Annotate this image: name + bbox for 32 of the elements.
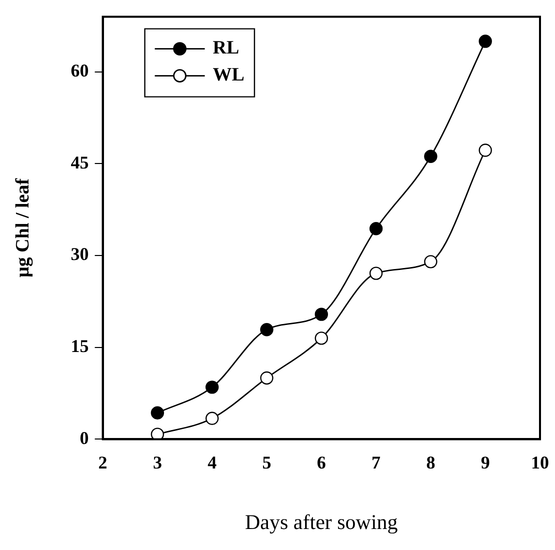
point xyxy=(424,255,438,268)
point xyxy=(206,412,219,425)
legend-label: WL xyxy=(212,64,244,86)
point xyxy=(424,150,438,163)
y-tick-label: 0 xyxy=(80,428,89,448)
x-tick-label: 2 xyxy=(98,452,108,473)
point xyxy=(478,34,492,48)
x-tick-label: 10 xyxy=(531,452,549,473)
y-tick-label: 30 xyxy=(70,244,89,264)
point xyxy=(369,222,383,236)
y-tick-label: 15 xyxy=(70,336,89,356)
point xyxy=(314,308,328,321)
x-tick-label: 9 xyxy=(480,452,490,473)
x-tick-label: 5 xyxy=(262,452,272,473)
point xyxy=(314,332,328,345)
y-tick-label: 60 xyxy=(70,60,89,81)
y-axis-title: µg Chl / leaf xyxy=(12,178,34,278)
x-tick-label: 6 xyxy=(316,452,326,473)
point xyxy=(260,371,274,385)
point xyxy=(150,406,164,420)
y-tick-label: 45 xyxy=(70,152,89,172)
legend-label: RL xyxy=(212,38,240,59)
x-tick-label: 4 xyxy=(208,452,217,473)
x-tick-label: 7 xyxy=(372,452,381,473)
point xyxy=(150,428,164,440)
point xyxy=(206,380,219,394)
x-tick-label: 3 xyxy=(152,452,162,473)
point xyxy=(260,323,274,336)
x-tick-label: 8 xyxy=(426,452,436,473)
point xyxy=(478,144,492,157)
point xyxy=(369,266,383,280)
x-axis-title: Days after sowing xyxy=(245,510,398,534)
